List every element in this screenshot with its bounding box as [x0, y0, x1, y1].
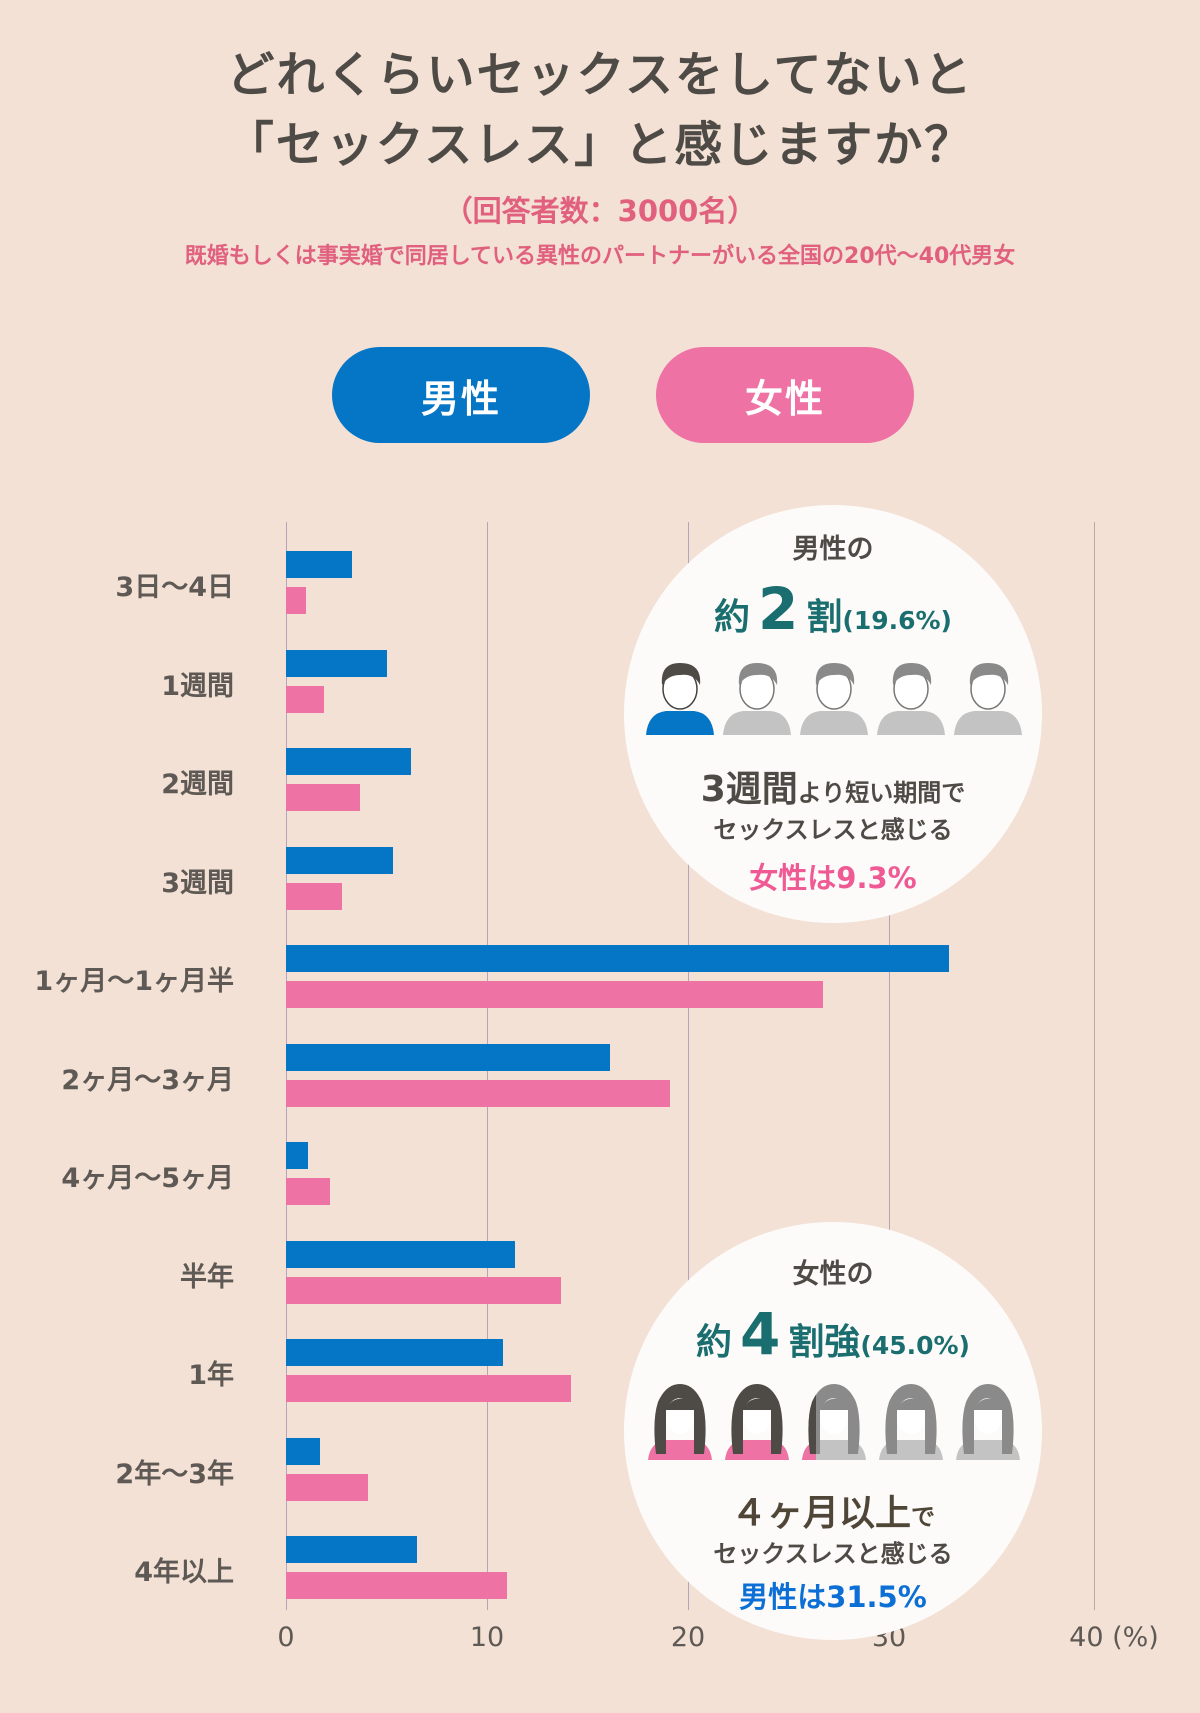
tick-40: 40 (%)	[1069, 1622, 1159, 1653]
callout-female: 女性の 約 4 割強(45.0%) ４ヶ月以上で セックスレスと感じる 男性は31.…	[624, 1222, 1042, 1640]
person-female-icon	[956, 1384, 1020, 1460]
category-label: 2ヶ月〜3ヶ月	[61, 1064, 234, 1096]
bar-female	[286, 1276, 562, 1304]
bar-male	[286, 649, 387, 677]
bar-male	[286, 1142, 309, 1169]
legend-female: 女性	[656, 347, 914, 443]
bar-female	[286, 981, 823, 1008]
ratio-suffix: 割強	[788, 1322, 861, 1363]
person-male-icon-highlight	[646, 663, 714, 735]
category-label: 2年〜3年	[115, 1458, 234, 1490]
ratio-suffix: 割	[806, 597, 843, 638]
ratio-number: 4	[740, 1300, 781, 1368]
respondent-count: （回答者数：3000名）	[443, 194, 757, 228]
category-label: 3週間	[161, 867, 234, 899]
bar-male	[286, 1536, 417, 1563]
chart-title-line1: どれくらいセックスをしてないと	[226, 47, 974, 103]
ratio-number: 2	[758, 575, 799, 643]
person-male-icon	[723, 663, 791, 735]
line1-big: ４ヶ月以上	[730, 1493, 911, 1534]
category-label: 4ヶ月〜5ヶ月	[61, 1163, 234, 1194]
category-label: 1週間	[161, 670, 234, 702]
bar-male	[286, 846, 393, 874]
tick-20: 20	[670, 1622, 706, 1653]
callout-female-compare: 男性は31.5%	[739, 1580, 927, 1614]
bar-male	[286, 1240, 516, 1268]
ratio-prefix: 約	[714, 597, 751, 638]
line1-small: より短い期間で	[797, 779, 966, 807]
ratio-pct: (45.0%)	[860, 1331, 970, 1360]
tick-0: 0	[277, 1622, 295, 1653]
bar-male	[286, 1437, 321, 1465]
person-male-icon	[800, 663, 868, 735]
callout-male: 男性の 約 2 割(19.6%) 3週間より短い期間で セックスレスと感じる 女性は…	[624, 505, 1042, 923]
chart-title-line2: 「セックスレス」と感じますか？	[225, 117, 975, 173]
bar-female	[286, 1572, 508, 1599]
category-label: 3日〜4日	[115, 572, 234, 603]
bar-female	[286, 1473, 369, 1501]
bar-female	[286, 784, 361, 811]
bar-female	[286, 1178, 331, 1205]
category-label: 2週間	[161, 769, 234, 800]
tick-10: 10	[469, 1622, 505, 1653]
survey-description: 既婚もしくは事実婚で同居している異性のパートナーがいる全国の20代〜40代男女	[184, 244, 1016, 269]
callout-female-head: 女性の	[792, 1259, 874, 1290]
gridline-30	[889, 522, 890, 1610]
line1-small: で	[911, 1503, 935, 1531]
bar-female	[286, 1079, 670, 1107]
person-female-icon	[879, 1384, 943, 1460]
bar-male	[286, 1339, 504, 1366]
gridline-20	[688, 522, 689, 1610]
bar-female	[286, 882, 343, 910]
line1-big: 3週間	[700, 769, 798, 810]
callout-male-compare: 女性は9.3%	[749, 861, 917, 895]
person-female-icon-partial	[802, 1384, 866, 1460]
callout-female-line1: ４ヶ月以上で	[624, 1484, 1042, 1536]
person-male-icon	[954, 663, 1022, 735]
bar-male	[286, 551, 353, 578]
bar-male	[286, 748, 411, 775]
person-male-icon	[877, 663, 945, 735]
callout-male-line1: 3週間より短い期間で	[624, 760, 1042, 812]
male-icons	[644, 655, 1024, 735]
callout-female-line2: セックスレスと感じる	[713, 1540, 953, 1568]
person-female-icon-highlight	[725, 1384, 789, 1460]
ratio-prefix: 約	[696, 1322, 733, 1363]
ratio-pct: (19.6%)	[842, 606, 952, 635]
legend-male: 男性	[332, 347, 590, 443]
category-label: 半年	[180, 1261, 234, 1293]
bar-female	[286, 1375, 572, 1402]
callout-male-ratio: 約 2 割(19.6%)	[624, 575, 1042, 643]
female-icons	[644, 1380, 1024, 1460]
callout-male-line2: セックスレスと感じる	[713, 816, 953, 844]
gridline-40	[1094, 522, 1095, 1610]
category-label: 1年	[188, 1360, 234, 1391]
bar-male	[286, 945, 950, 972]
bar-female	[286, 587, 307, 614]
callout-male-head: 男性の	[792, 534, 874, 565]
callout-female-ratio: 約 4 割強(45.0%)	[624, 1300, 1042, 1368]
category-label: 4年以上	[134, 1557, 234, 1588]
bar-female	[286, 685, 325, 713]
category-label: 1ヶ月〜1ヶ月半	[34, 966, 234, 997]
person-female-icon-highlight	[648, 1384, 712, 1460]
bar-male	[286, 1043, 610, 1071]
